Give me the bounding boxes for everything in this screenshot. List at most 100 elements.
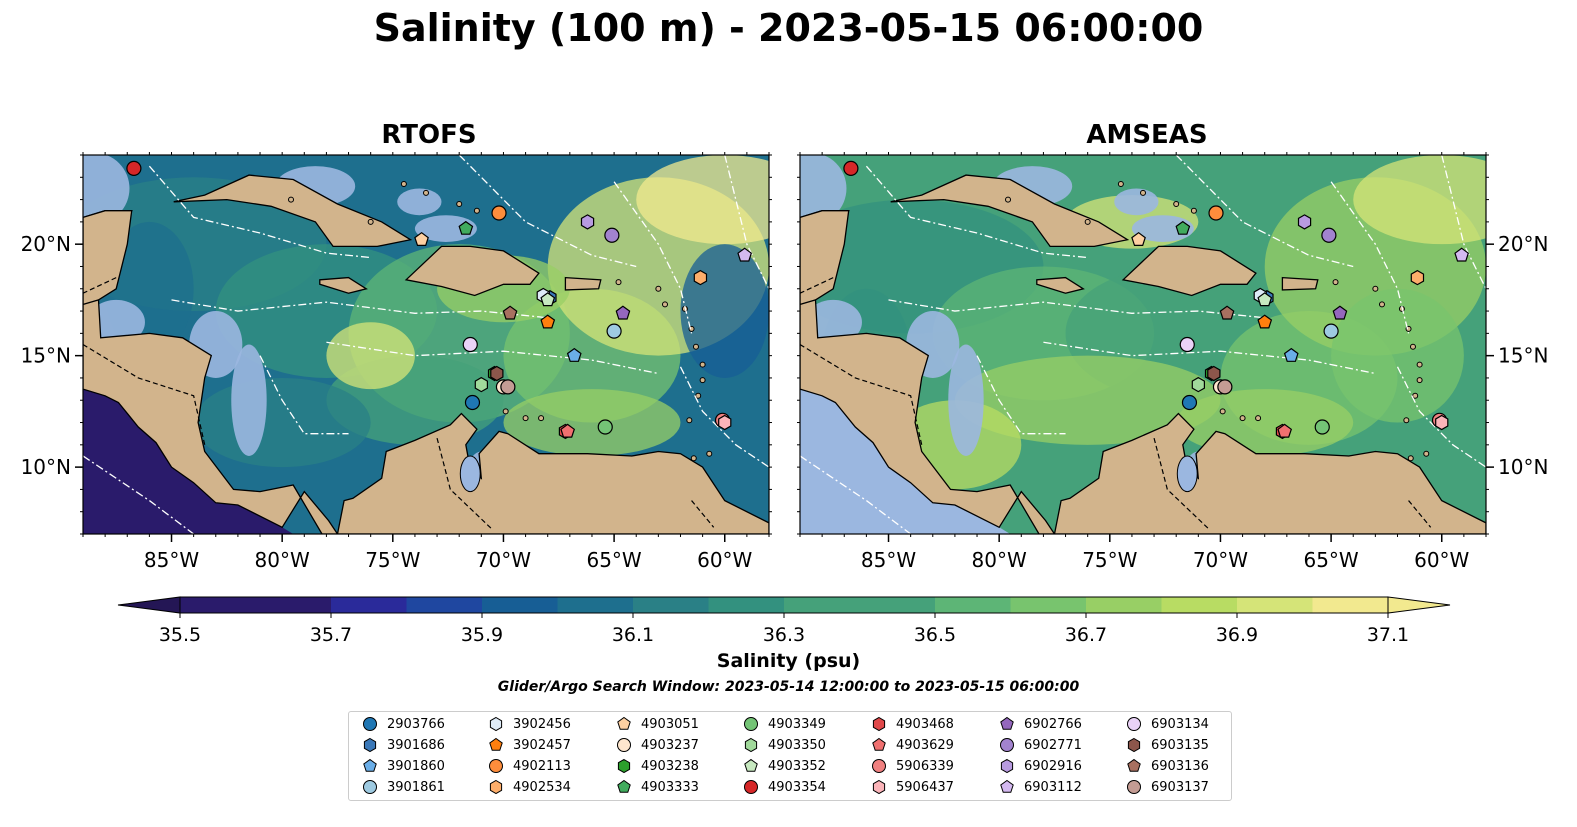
island — [538, 415, 545, 422]
legend-marker-icon — [744, 737, 758, 753]
legend-item-3901686: 3901686 — [361, 735, 445, 755]
colorbar-tick-label: 35.5 — [159, 624, 201, 646]
lat-tick-label-right: 20°N — [1498, 232, 1548, 256]
legend-marker-icon — [617, 738, 631, 752]
eez-boundary — [976, 355, 1066, 435]
island — [1372, 285, 1379, 292]
country-border — [800, 343, 923, 445]
island — [1403, 417, 1410, 424]
island — [1416, 361, 1423, 368]
legend-label: 6903137 — [1151, 779, 1209, 795]
salinity-field-patch — [326, 322, 415, 390]
eez-boundary — [458, 155, 637, 268]
float-marker-4902113 — [1208, 205, 1224, 221]
float-marker-6902771 — [604, 227, 620, 243]
legend-marker-icon — [489, 759, 503, 773]
island — [522, 415, 529, 422]
shelf-area — [804, 299, 862, 345]
island — [1117, 180, 1124, 187]
legend-marker-icon — [363, 780, 377, 794]
legend-label: 6902771 — [1024, 737, 1082, 753]
salinity-field-patch — [1331, 288, 1464, 423]
lat-tick-label-left: 20°N — [21, 232, 71, 256]
colorbar-bin — [1086, 597, 1162, 613]
legend-label: 6903134 — [1151, 716, 1209, 732]
lon-tick-label: 80°W — [972, 548, 1027, 572]
main-title: Salinity (100 m) - 2023-05-15 06:00:00 — [373, 6, 1204, 50]
island — [1332, 279, 1339, 286]
float-marker-2903766 — [1181, 394, 1198, 411]
legend-marker-icon — [872, 759, 886, 773]
legend-label: 3901860 — [387, 758, 445, 774]
panel-title-rtofs: RTOFS — [381, 120, 477, 150]
country-border — [83, 343, 206, 445]
legend-marker-icon — [1127, 737, 1141, 753]
eez-boundary — [679, 366, 769, 468]
legend-label: 4903350 — [768, 737, 826, 753]
colorbar-bin — [633, 597, 709, 613]
float-marker-6902766 — [1332, 305, 1348, 320]
lon-tick-label: 85°W — [861, 548, 916, 572]
float-marker-4903333 — [458, 220, 474, 235]
colorbar-bin — [557, 597, 634, 613]
eez-boundary — [1043, 341, 1376, 375]
island — [1412, 392, 1419, 399]
panel-title-amseas: AMSEAS — [1086, 120, 1208, 150]
float-legend: 2903766 3901686 3901860 3901861 3902456 39024… — [348, 711, 1232, 801]
float-marker-4903349 — [597, 419, 613, 435]
land-cuba — [890, 174, 1130, 248]
eez-boundary — [888, 299, 1265, 319]
colorbar: 35.5 35.7 35.9 36.1 36.3 36.5 36.7 36.9 37.1 — [117, 596, 1451, 646]
legend-marker-icon — [744, 717, 758, 731]
float-marker-4902534 — [1410, 269, 1425, 286]
island — [1190, 207, 1197, 214]
eez-boundary — [800, 455, 912, 534]
legend-item-3902457: 3902457 — [487, 735, 571, 755]
legend-item-4902534: 4902534 — [487, 777, 571, 797]
legend-marker-icon — [489, 737, 503, 751]
float-marker-6903137 — [1217, 379, 1233, 395]
float-marker-4902534 — [693, 269, 708, 286]
legend-label: 4902534 — [513, 779, 571, 795]
lon-tick-label: 85°W — [144, 548, 199, 572]
legend-label: 4903349 — [768, 716, 826, 732]
colorbar-tick-label: 36.5 — [914, 624, 956, 646]
float-marker-4903354 — [843, 160, 859, 176]
colorbar-bin — [1161, 597, 1238, 613]
island — [692, 343, 699, 350]
eez-boundary — [865, 165, 1088, 259]
island — [1409, 343, 1416, 350]
legend-item-4903051: 4903051 — [615, 714, 699, 734]
legend-marker-icon — [617, 779, 631, 793]
lon-tick-label: 65°W — [586, 548, 641, 572]
land-yucatanN — [800, 210, 850, 306]
legend-item-4902113: 4902113 — [487, 756, 571, 776]
lake-maracaibo — [1176, 455, 1198, 493]
country-border — [436, 437, 493, 530]
salinity-field-patch — [954, 355, 1221, 445]
colorbar-tick-label: 36.3 — [763, 624, 805, 646]
island — [690, 455, 697, 462]
float-marker-6903112 — [737, 247, 753, 262]
eez-boundary — [171, 299, 548, 319]
legend-label: 3901861 — [387, 779, 445, 795]
legend-label: 4903051 — [641, 716, 699, 732]
legend-item-6902766: 6902766 — [998, 714, 1082, 734]
float-marker-4903333 — [1175, 220, 1191, 235]
legend-marker-icon — [872, 779, 886, 795]
lon-tick-label: 60°W — [1414, 548, 1469, 572]
colorbar-bin — [255, 597, 332, 613]
lon-tick-label: 70°W — [476, 548, 531, 572]
land-hispaniola — [404, 245, 540, 297]
shelf-area — [83, 155, 130, 225]
lat-tick-label-right: 15°N — [1498, 344, 1548, 368]
legend-item-5906339: 5906339 — [870, 756, 954, 776]
colorbar-tick-label: 36.7 — [1065, 624, 1107, 646]
legend-item-4903350: 4903350 — [742, 735, 826, 755]
lon-tick-label: 65°W — [1303, 548, 1358, 572]
island — [502, 408, 509, 415]
legend-label: 4903333 — [641, 779, 699, 795]
float-marker-6903112 — [1454, 247, 1470, 262]
map-frame — [799, 154, 1487, 535]
island — [706, 450, 713, 457]
